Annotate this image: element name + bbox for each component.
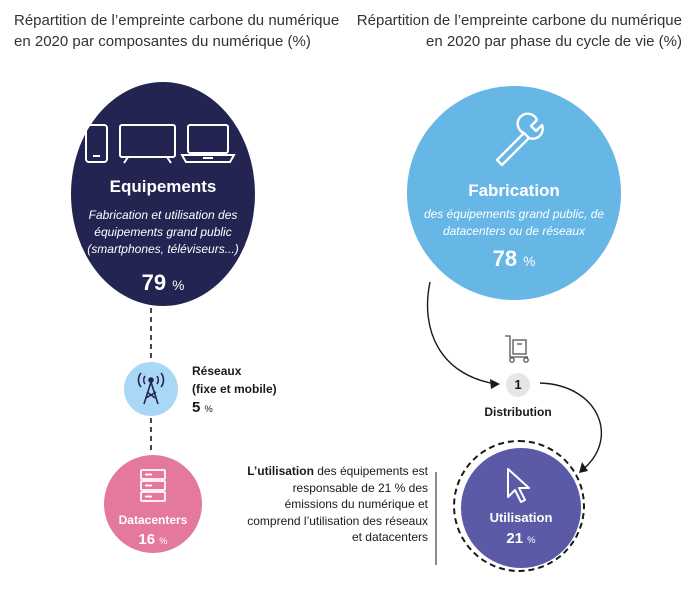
server-icon (140, 469, 166, 502)
reseaux-value: 5 (192, 399, 201, 416)
left-chart-title: Répartition de l’empreinte carbone du nu… (14, 12, 340, 50)
fabrication-unit: % (523, 254, 536, 269)
reseaux-label: Réseaux (192, 364, 242, 378)
fabrication-label: Fabrication (468, 181, 560, 200)
utilisation-circle (461, 448, 581, 568)
datacenters-circle (104, 455, 202, 553)
datacenters-value: 16 (138, 531, 156, 548)
fabrication-value: 78 (492, 246, 518, 271)
smartphone-icon (85, 124, 108, 163)
arrow-fabrication-to-distribution (426, 281, 497, 385)
datacenters-label: Datacenters (118, 513, 188, 527)
reseaux-label-block: Réseaux (fixe et mobile) (192, 362, 277, 398)
arrow-distribution-to-utilisation (539, 382, 602, 471)
right-chart-title: Répartition de l’empreinte carbone du nu… (356, 12, 682, 50)
utilisation-note-lead: L’utilisation (247, 464, 314, 478)
equipements-unit: % (172, 278, 185, 293)
fabrication-value-wrap: 78 % (407, 246, 621, 272)
utilisation-unit: % (527, 535, 536, 545)
datacenters-unit: % (159, 536, 168, 546)
television-icon (119, 124, 176, 164)
reseaux-sublabel: (fixe et mobile) (192, 382, 277, 396)
utilisation-value-wrap: 21 % (461, 530, 581, 547)
hand-truck-icon (505, 335, 529, 363)
equipements-value-wrap: 79 % (71, 270, 255, 296)
cursor-arrow-icon (507, 468, 530, 503)
datacenters-value-wrap: 16 % (104, 531, 202, 548)
fabrication-description: des équipements grand public, de datacen… (423, 207, 605, 238)
reseaux-value-wrap: 5 % (192, 399, 213, 416)
distribution-value: 1 (514, 377, 522, 392)
antenna-tower-icon (137, 372, 165, 405)
distribution-step-circle (506, 373, 530, 397)
arrowhead-distribution (490, 379, 500, 389)
equipements-description: Fabrication et utilisation des équipemen… (87, 208, 239, 256)
wrench-icon (495, 112, 544, 167)
equipements-circle (71, 82, 255, 306)
utilisation-dashed-ring (453, 440, 585, 572)
reseaux-circle (124, 362, 178, 416)
utilisation-note-text: des équipements est responsable de 21 % … (247, 464, 428, 544)
utilisation-value: 21 (506, 530, 524, 547)
reseaux-unit: % (204, 404, 213, 414)
utilisation-label: Utilisation (489, 510, 553, 525)
equipements-label: Equipements (109, 177, 217, 196)
laptop-icon (180, 124, 236, 163)
arrowhead-utilisation (579, 462, 588, 473)
distribution-label: Distribution (484, 405, 552, 419)
fabrication-circle (407, 86, 621, 300)
equipements-value: 79 (141, 270, 167, 295)
utilisation-note: L’utilisation des équipements est respon… (238, 463, 428, 546)
